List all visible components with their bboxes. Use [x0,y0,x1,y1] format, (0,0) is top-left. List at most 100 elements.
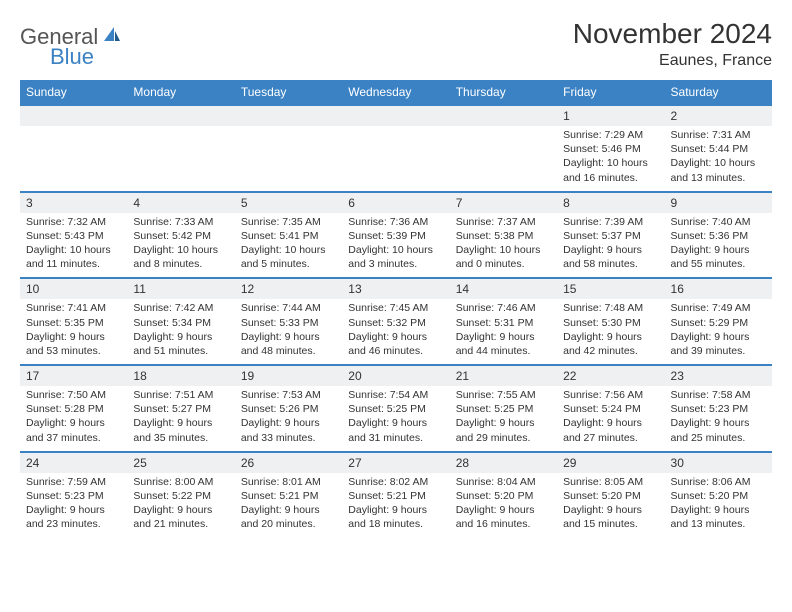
day-cell: 3Sunrise: 7:32 AMSunset: 5:43 PMDaylight… [20,192,127,279]
day-cell: 13Sunrise: 7:45 AMSunset: 5:32 PMDayligh… [342,278,449,365]
day-number: 17 [20,366,127,386]
sunrise-line: Sunrise: 7:50 AM [26,388,121,402]
sunset-line: Sunset: 5:34 PM [133,316,228,330]
day-number: 12 [235,279,342,299]
day-header: Monday [127,80,234,105]
day-number: 6 [342,193,449,213]
sunset-line: Sunset: 5:26 PM [241,402,336,416]
empty-day-body [235,126,342,184]
title-block: November 2024 Eaunes, France [573,18,772,70]
empty-day-body [20,126,127,184]
day-number: 24 [20,453,127,473]
empty-day-body [127,126,234,184]
day-number: 22 [557,366,664,386]
daylight-line: Daylight: 9 hours and 16 minutes. [456,503,551,531]
sunrise-line: Sunrise: 7:46 AM [456,301,551,315]
day-details: Sunrise: 7:35 AMSunset: 5:41 PMDaylight:… [235,213,342,278]
day-number: 14 [450,279,557,299]
sunset-line: Sunset: 5:21 PM [348,489,443,503]
sunset-line: Sunset: 5:35 PM [26,316,121,330]
sunrise-line: Sunrise: 7:31 AM [671,128,766,142]
sunrise-line: Sunrise: 8:06 AM [671,475,766,489]
daylight-line: Daylight: 10 hours and 16 minutes. [563,156,658,184]
sunrise-line: Sunrise: 7:36 AM [348,215,443,229]
sunset-line: Sunset: 5:30 PM [563,316,658,330]
day-cell: 7Sunrise: 7:37 AMSunset: 5:38 PMDaylight… [450,192,557,279]
day-cell: 29Sunrise: 8:05 AMSunset: 5:20 PMDayligh… [557,452,664,538]
day-number: 4 [127,193,234,213]
daylight-line: Daylight: 9 hours and 58 minutes. [563,243,658,271]
day-number: 2 [665,106,772,126]
day-number: 28 [450,453,557,473]
day-cell: 30Sunrise: 8:06 AMSunset: 5:20 PMDayligh… [665,452,772,538]
sunset-line: Sunset: 5:21 PM [241,489,336,503]
day-details: Sunrise: 7:41 AMSunset: 5:35 PMDaylight:… [20,299,127,364]
day-header: Saturday [665,80,772,105]
week-row: 1Sunrise: 7:29 AMSunset: 5:46 PMDaylight… [20,105,772,192]
day-details: Sunrise: 7:39 AMSunset: 5:37 PMDaylight:… [557,213,664,278]
sunrise-line: Sunrise: 7:55 AM [456,388,551,402]
location-label: Eaunes, France [573,52,772,70]
day-details: Sunrise: 7:33 AMSunset: 5:42 PMDaylight:… [127,213,234,278]
empty-cell [342,105,449,192]
day-cell: 21Sunrise: 7:55 AMSunset: 5:25 PMDayligh… [450,365,557,452]
day-details: Sunrise: 7:58 AMSunset: 5:23 PMDaylight:… [665,386,772,451]
day-details: Sunrise: 7:36 AMSunset: 5:39 PMDaylight:… [342,213,449,278]
day-details: Sunrise: 8:00 AMSunset: 5:22 PMDaylight:… [127,473,234,538]
day-cell: 23Sunrise: 7:58 AMSunset: 5:23 PMDayligh… [665,365,772,452]
day-number: 21 [450,366,557,386]
daylight-line: Daylight: 9 hours and 15 minutes. [563,503,658,531]
sunset-line: Sunset: 5:39 PM [348,229,443,243]
day-details: Sunrise: 8:05 AMSunset: 5:20 PMDaylight:… [557,473,664,538]
day-cell: 16Sunrise: 7:49 AMSunset: 5:29 PMDayligh… [665,278,772,365]
sunrise-line: Sunrise: 7:39 AM [563,215,658,229]
daylight-line: Daylight: 9 hours and 18 minutes. [348,503,443,531]
sunrise-line: Sunrise: 7:59 AM [26,475,121,489]
sunrise-line: Sunrise: 7:32 AM [26,215,121,229]
day-details: Sunrise: 7:44 AMSunset: 5:33 PMDaylight:… [235,299,342,364]
empty-cell [127,105,234,192]
day-details: Sunrise: 7:54 AMSunset: 5:25 PMDaylight:… [342,386,449,451]
daylight-line: Daylight: 9 hours and 33 minutes. [241,416,336,444]
day-cell: 8Sunrise: 7:39 AMSunset: 5:37 PMDaylight… [557,192,664,279]
daylight-line: Daylight: 9 hours and 25 minutes. [671,416,766,444]
day-number: 9 [665,193,772,213]
daylight-line: Daylight: 10 hours and 8 minutes. [133,243,228,271]
day-number: 29 [557,453,664,473]
daylight-line: Daylight: 9 hours and 44 minutes. [456,330,551,358]
day-details: Sunrise: 7:31 AMSunset: 5:44 PMDaylight:… [665,126,772,191]
sunset-line: Sunset: 5:28 PM [26,402,121,416]
day-details: Sunrise: 8:01 AMSunset: 5:21 PMDaylight:… [235,473,342,538]
sunrise-line: Sunrise: 7:37 AM [456,215,551,229]
daylight-line: Daylight: 10 hours and 13 minutes. [671,156,766,184]
sunset-line: Sunset: 5:23 PM [671,402,766,416]
sunset-line: Sunset: 5:31 PM [456,316,551,330]
day-cell: 15Sunrise: 7:48 AMSunset: 5:30 PMDayligh… [557,278,664,365]
sunset-line: Sunset: 5:20 PM [456,489,551,503]
day-details: Sunrise: 7:55 AMSunset: 5:25 PMDaylight:… [450,386,557,451]
sunset-line: Sunset: 5:38 PM [456,229,551,243]
daylight-line: Daylight: 10 hours and 11 minutes. [26,243,121,271]
week-row: 3Sunrise: 7:32 AMSunset: 5:43 PMDaylight… [20,192,772,279]
daylight-line: Daylight: 9 hours and 29 minutes. [456,416,551,444]
day-number: 19 [235,366,342,386]
sunrise-line: Sunrise: 8:05 AM [563,475,658,489]
sunrise-line: Sunrise: 8:01 AM [241,475,336,489]
sunrise-line: Sunrise: 8:00 AM [133,475,228,489]
sunset-line: Sunset: 5:42 PM [133,229,228,243]
day-number: 3 [20,193,127,213]
day-cell: 18Sunrise: 7:51 AMSunset: 5:27 PMDayligh… [127,365,234,452]
sunrise-line: Sunrise: 7:44 AM [241,301,336,315]
daylight-line: Daylight: 9 hours and 23 minutes. [26,503,121,531]
day-details: Sunrise: 7:40 AMSunset: 5:36 PMDaylight:… [665,213,772,278]
day-cell: 6Sunrise: 7:36 AMSunset: 5:39 PMDaylight… [342,192,449,279]
sunrise-line: Sunrise: 7:42 AM [133,301,228,315]
day-number: 26 [235,453,342,473]
sunrise-line: Sunrise: 7:45 AM [348,301,443,315]
day-header: Wednesday [342,80,449,105]
sunrise-line: Sunrise: 7:54 AM [348,388,443,402]
daylight-line: Daylight: 9 hours and 42 minutes. [563,330,658,358]
sunset-line: Sunset: 5:20 PM [671,489,766,503]
logo-blue-text-wrap: Blue [50,44,94,70]
day-cell: 5Sunrise: 7:35 AMSunset: 5:41 PMDaylight… [235,192,342,279]
